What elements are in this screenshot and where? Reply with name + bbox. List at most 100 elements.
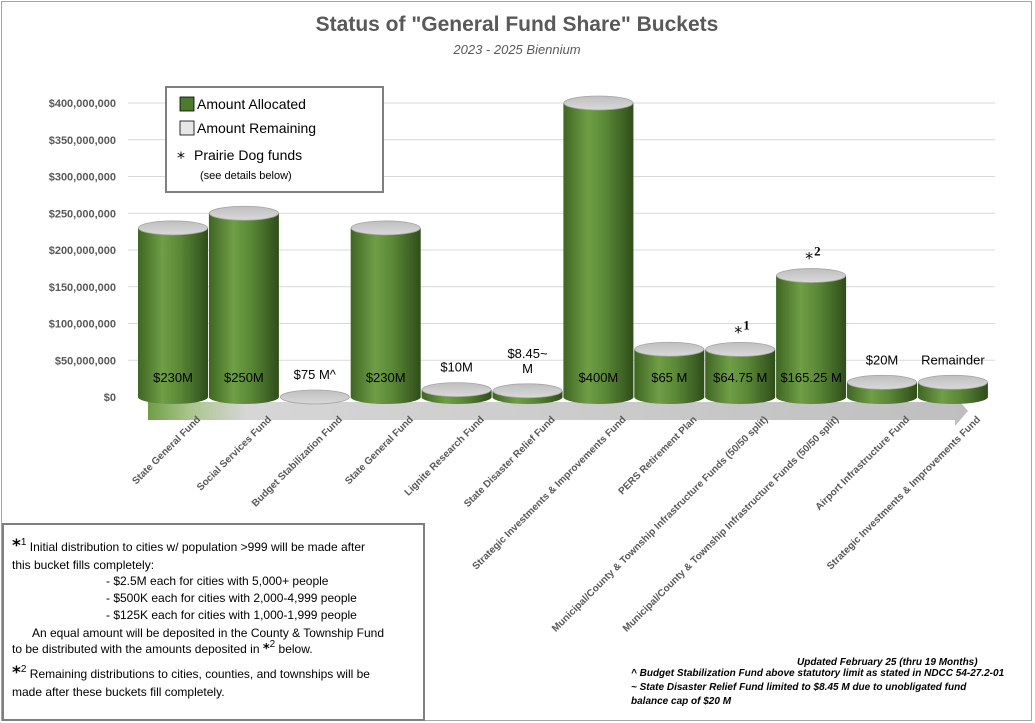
data-label: $165.25 M (780, 370, 841, 385)
note1-bullet1: - $2.5M each for cities with 5,000+ peop… (106, 574, 329, 588)
footnote-updated: Updated February 25 (thru 19 Months) (797, 657, 978, 668)
y-tick-label: $100,000,000 (49, 319, 116, 331)
bar: $75 M^ (279, 367, 350, 405)
bar: $165.25 M (776, 268, 847, 404)
note1-bullet2: - $500K each for cities with 2,000-4,999… (106, 591, 357, 605)
bar: $400M (563, 95, 634, 404)
y-tick-label: $200,000,000 (49, 245, 116, 257)
data-label: $230M (153, 370, 193, 385)
footnote-disaster-2: balance cap of $20 M (631, 696, 732, 707)
bar-cap (279, 389, 350, 405)
bar-body (350, 227, 421, 404)
bar: $65 M (634, 341, 705, 404)
bar-cap (918, 374, 988, 390)
bar: Remainder (917, 352, 988, 404)
legend-note-sub: (see details below) (200, 170, 292, 182)
note-equal-star-icon: * (262, 642, 270, 657)
bar-body (563, 103, 634, 404)
y-tick-label: $0 (104, 392, 116, 404)
x-tick-label: Strategic Investments & Improvements Fun… (471, 414, 629, 572)
bar-cap (634, 341, 705, 357)
chart-title: Status of "General Fund Share" Buckets (316, 13, 719, 36)
bar-cap (208, 205, 279, 221)
data-label: $65 M (651, 370, 687, 385)
bar: $250M (208, 205, 279, 404)
bar-cap (563, 95, 634, 111)
note2-star-icon: * (12, 663, 21, 683)
note1-bullet3: - $125K each for cities with 1,000-1,999… (106, 608, 357, 622)
data-label: $400M (579, 370, 619, 385)
notes-box: *1 Initial distribution to cities w/ pop… (2, 523, 425, 721)
legend-label-allocated: Amount Allocated (197, 96, 306, 112)
x-tick-label: PERS Retirement Plan (617, 414, 700, 497)
data-label: $75 M^ (294, 367, 337, 382)
bucket-star-icon: * (734, 322, 742, 341)
bar-cap (421, 382, 492, 398)
bar: $8.45~ M (492, 346, 563, 404)
note1-heading: *1 Initial distribution to cities w/ pop… (12, 536, 365, 556)
bar: $230M (350, 220, 421, 404)
data-label: $8.45~ M (507, 346, 548, 376)
bar: $10M (421, 360, 492, 404)
note-equal-sup: 2 (269, 639, 276, 650)
y-axis: $0 $50,000,000 $100,000,000 $150,000,000 $20… (49, 98, 116, 404)
legend-box (165, 86, 384, 193)
bar-cap (847, 374, 917, 390)
data-label: $10M (440, 360, 473, 375)
footnote-budget: ^ Budget Stabilization Fund above statut… (631, 668, 1005, 679)
bar-body (138, 227, 208, 404)
note2-heading: *2 Remaining distributions to cities, co… (12, 663, 370, 683)
note1-sup: 1 (20, 537, 27, 548)
y-tick-label: $250,000,000 (49, 208, 116, 220)
x-tick-label: Strategic Investments & Improvements Fun… (825, 414, 983, 572)
bar-cap (492, 383, 563, 399)
bar: $64.75 M (705, 342, 776, 404)
note2-line2: made after these buckets fill completely… (12, 685, 225, 699)
x-tick-label: Social Services Fund (195, 414, 274, 493)
x-tick-label: State General Fund (343, 414, 416, 487)
note2-line1: Remaining distributions to cities, count… (29, 667, 370, 681)
legend-swatch-allocated (179, 96, 195, 112)
data-label: $250M (224, 370, 264, 385)
bar-body (776, 275, 847, 404)
note-equal-line2: to be distributed with the amounts depos… (12, 639, 313, 657)
legend-star-icon: * (177, 148, 185, 167)
bucket-star-icon: * (805, 249, 813, 268)
bar-body (208, 213, 279, 404)
bar-cap (705, 342, 776, 357)
legend-label-remaining: Amount Remaining (197, 120, 316, 136)
y-tick-label: $400,000,000 (49, 98, 116, 110)
note-equal-line2-post: below. (275, 642, 313, 656)
y-tick-label: $300,000,000 (49, 172, 116, 184)
note2-sup: 2 (20, 664, 27, 675)
bars: $230M $250M $75 M^ $230M $10M $8.45~ M $400M $65… (138, 95, 988, 405)
bar-body (705, 349, 776, 404)
y-tick-label: $350,000,000 (49, 135, 116, 147)
axis-arrow (148, 396, 968, 426)
chart-subtitle: 2023 - 2025 Biennium (452, 42, 580, 57)
bar-body (634, 349, 705, 404)
bar: $20M (847, 352, 917, 404)
note1-line2: this bucket fills completely: (12, 558, 155, 572)
footnote-disaster-1: ~ State Disaster Relief Fund limited to … (631, 682, 967, 693)
x-tick-label: Lignite Research Fund (403, 414, 487, 498)
x-tick-label: State General Fund (131, 414, 204, 487)
legend-note: Prairie Dog funds (194, 147, 302, 163)
data-label: $64.75 M (713, 370, 767, 385)
data-label: Remainder (921, 352, 985, 367)
bar-cap (138, 220, 208, 236)
bucket-star-sup: 1 (743, 317, 750, 332)
note1-star-icon: * (12, 536, 21, 556)
bar-cap (776, 268, 846, 283)
bucket-star-sup: 2 (814, 244, 821, 259)
data-label: $230M (366, 370, 406, 385)
y-tick-label: $50,000,000 (55, 355, 116, 367)
legend-swatch-remaining (179, 120, 195, 136)
note-equal-line2-pre: to be distributed with the amounts depos… (12, 642, 263, 656)
note-equal-line1: An equal amount will be deposited in the… (32, 626, 385, 640)
y-tick-label: $150,000,000 (49, 282, 116, 294)
bar: $230M (138, 220, 208, 404)
data-label: $20M (866, 352, 899, 367)
note1-line1: Initial distribution to cities w/ popula… (29, 540, 365, 554)
